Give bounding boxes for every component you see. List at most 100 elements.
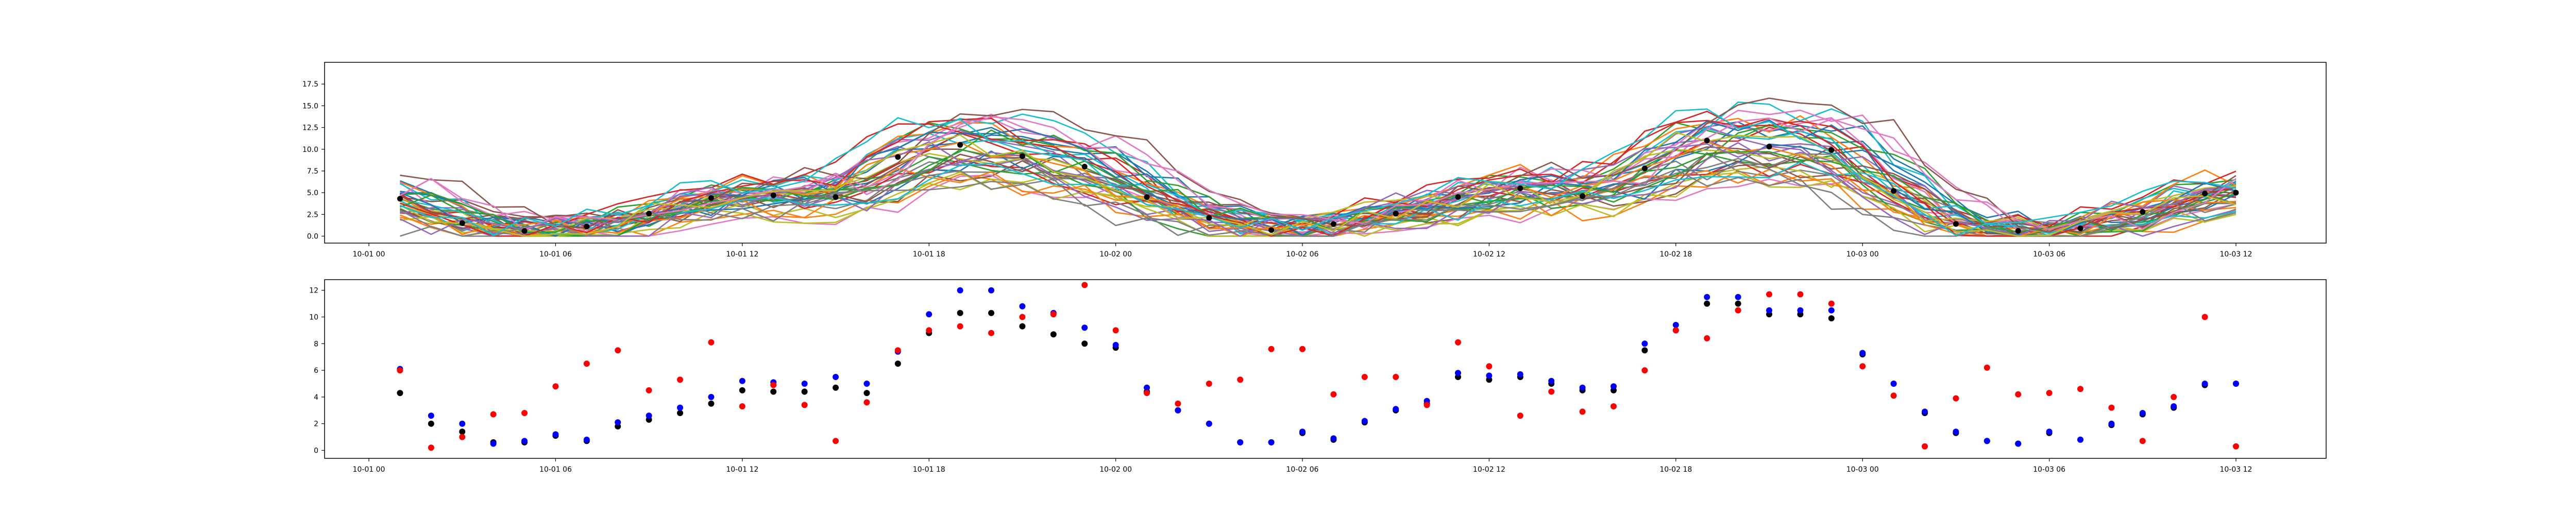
- data-point: [1175, 407, 1181, 414]
- data-point: [708, 339, 715, 346]
- ensemble-line-panel: 10-01 00 10-01 06 10-01 12 10-01 18 10-02 00…: [302, 62, 2327, 259]
- data-point: [584, 224, 590, 230]
- x-tick-label: 10-03 06: [2033, 466, 2065, 474]
- y-tick-label: 12.5: [302, 124, 318, 132]
- x-tick-label: 10-01 12: [726, 466, 758, 474]
- ensemble-line: [400, 97, 2236, 233]
- data-point: [2171, 393, 2177, 400]
- data-point: [2201, 314, 2208, 320]
- data-point: [1423, 402, 1430, 408]
- data-point: [615, 419, 621, 426]
- data-point: [988, 287, 994, 294]
- data-point: [1019, 323, 1026, 330]
- scatter-points: [397, 282, 2239, 451]
- x-tick-label: 10-03 00: [1846, 250, 1879, 259]
- data-point: [1393, 406, 1399, 413]
- data-point: [646, 211, 652, 217]
- x-tick-label: 10-03 12: [2220, 466, 2252, 474]
- data-point: [739, 403, 745, 409]
- data-point: [583, 436, 590, 443]
- data-point: [1548, 388, 1555, 395]
- data-point: [833, 194, 839, 200]
- data-point: [1455, 370, 1461, 376]
- data-point: [926, 327, 933, 334]
- data-point: [1237, 376, 1244, 383]
- data-point: [677, 410, 683, 416]
- data-point: [397, 196, 403, 202]
- y-tick-label: 17.5: [302, 80, 318, 89]
- data-point: [2015, 228, 2021, 234]
- ensemble-line: [400, 168, 2236, 237]
- x-tick-label: 10-02 12: [1473, 250, 1505, 259]
- ensemble-line: [399, 141, 2236, 237]
- data-point: [1112, 327, 1119, 334]
- data-point: [428, 413, 434, 419]
- data-point: [1859, 363, 1866, 370]
- data-point: [1237, 439, 1244, 445]
- data-point: [521, 438, 528, 444]
- data-point: [1641, 165, 1648, 171]
- y-tick-label: 10: [309, 314, 318, 322]
- data-point: [1580, 193, 1586, 199]
- ensemble-line: [400, 149, 2236, 232]
- data-point: [1735, 300, 1741, 307]
- x-tick-label: 10-02 18: [1659, 466, 1692, 474]
- data-point: [1672, 327, 1679, 334]
- data-point: [957, 287, 963, 294]
- data-point: [1486, 372, 1493, 379]
- data-point: [926, 311, 933, 318]
- data-point: [1330, 435, 1337, 442]
- data-point: [1206, 420, 1212, 427]
- data-point: [1393, 374, 1399, 380]
- data-point: [770, 382, 777, 388]
- data-point: [2202, 191, 2208, 197]
- data-point: [863, 390, 870, 397]
- x-tick-label: 10-02 00: [1099, 250, 1132, 259]
- data-point: [1050, 311, 1057, 318]
- data-point: [677, 404, 683, 411]
- data-point: [1641, 340, 1648, 347]
- data-point: [428, 420, 434, 427]
- data-point: [1890, 392, 1897, 399]
- data-point: [1548, 377, 1555, 384]
- data-point: [1050, 331, 1057, 338]
- x-tick-label: 10-03 06: [2033, 250, 2065, 259]
- data-point: [1206, 215, 1212, 221]
- data-point: [1144, 390, 1150, 397]
- scatter-panel: 10-01 00 10-01 06 10-01 12 10-01 18 10-02 00…: [309, 279, 2327, 474]
- x-tick-label: 10-02 00: [1099, 466, 1132, 474]
- data-point: [1766, 291, 1772, 298]
- data-point: [677, 376, 683, 383]
- data-point: [1299, 428, 1306, 435]
- data-point: [1704, 294, 1710, 300]
- data-point: [801, 381, 808, 387]
- data-point: [1081, 324, 1088, 331]
- data-point: [1330, 391, 1337, 398]
- y-tick-label: 2: [314, 420, 318, 428]
- y-tick-label: 5.0: [307, 189, 318, 197]
- data-point: [1019, 303, 1026, 310]
- y-tick-label: 10.0: [302, 146, 318, 154]
- data-point: [894, 347, 901, 354]
- y-tick-label: 8: [314, 340, 318, 348]
- data-point: [708, 195, 714, 201]
- data-point: [1268, 227, 1275, 233]
- data-point: [1704, 138, 1710, 144]
- data-point: [957, 323, 963, 330]
- data-point: [459, 420, 466, 427]
- ensemble-lines: [399, 97, 2236, 237]
- data-point: [1517, 185, 1523, 192]
- x-tick-label: 10-01 06: [539, 250, 572, 259]
- axis-ticks: 10-01 00 10-01 06 10-01 12 10-01 18 10-02 00…: [309, 287, 2252, 474]
- data-point: [2201, 381, 2208, 387]
- data-point: [1704, 335, 1710, 341]
- x-tick-label: 10-02 18: [1659, 250, 1692, 259]
- data-point: [801, 402, 808, 408]
- data-point: [1922, 443, 1928, 450]
- ensemble-line: [399, 117, 2236, 237]
- data-point: [1611, 383, 1617, 390]
- y-tick-label: 7.5: [307, 167, 318, 176]
- data-point: [739, 387, 745, 393]
- data-point: [2233, 190, 2239, 196]
- y-tick-label: 12: [309, 287, 318, 295]
